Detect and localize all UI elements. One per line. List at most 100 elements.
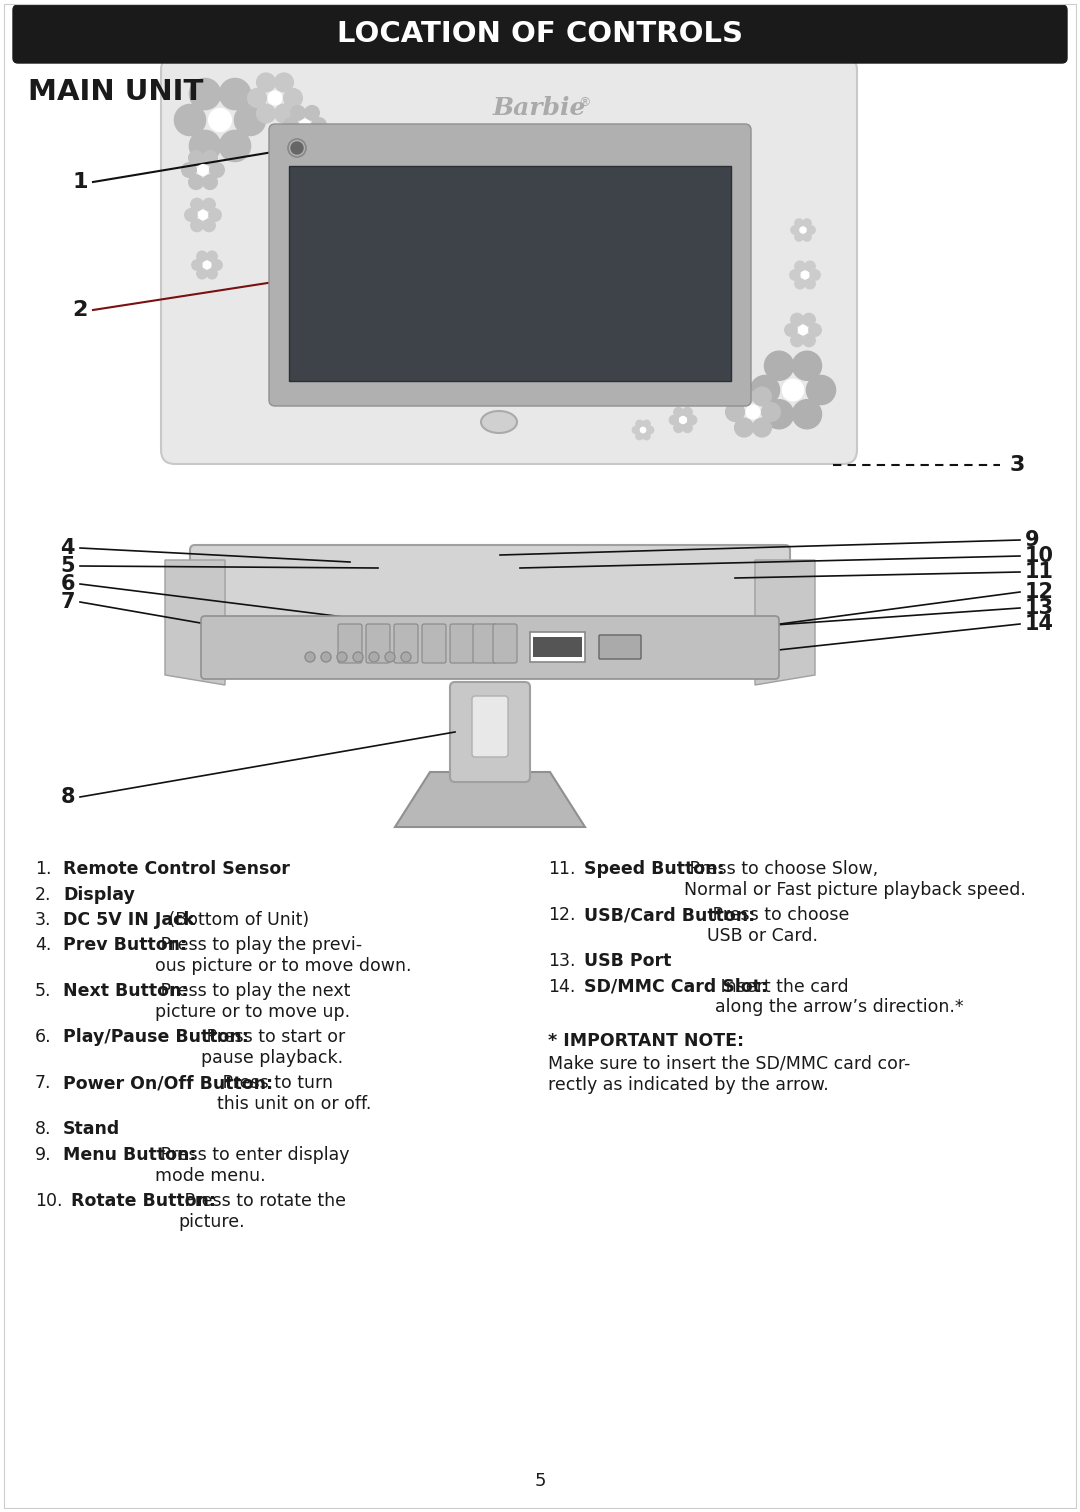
Text: (Bottom of Unit): (Bottom of Unit) bbox=[163, 912, 309, 928]
Circle shape bbox=[643, 432, 650, 440]
Bar bbox=[289, 166, 731, 381]
FancyBboxPatch shape bbox=[201, 615, 779, 679]
Text: 9: 9 bbox=[1025, 531, 1040, 550]
Circle shape bbox=[753, 419, 771, 437]
Text: Display: Display bbox=[63, 886, 135, 904]
Circle shape bbox=[337, 652, 347, 662]
Text: Menu Button:: Menu Button: bbox=[63, 1146, 197, 1164]
Text: Prev Button:: Prev Button: bbox=[63, 936, 187, 954]
Circle shape bbox=[203, 175, 217, 189]
Circle shape bbox=[805, 262, 815, 272]
Circle shape bbox=[212, 260, 222, 271]
Text: 7: 7 bbox=[60, 593, 75, 612]
Circle shape bbox=[765, 399, 794, 429]
Text: Next Button:: Next Button: bbox=[63, 983, 189, 1001]
Circle shape bbox=[636, 432, 644, 440]
Circle shape bbox=[746, 405, 760, 419]
Text: Press to choose Slow,
Normal or Fast picture playback speed.: Press to choose Slow, Normal or Fast pic… bbox=[684, 860, 1026, 898]
Text: MAIN UNIT: MAIN UNIT bbox=[28, 79, 203, 106]
Text: Remote Control Sensor: Remote Control Sensor bbox=[63, 860, 289, 878]
Circle shape bbox=[800, 227, 806, 233]
FancyBboxPatch shape bbox=[161, 56, 858, 464]
Circle shape bbox=[274, 104, 294, 122]
Circle shape bbox=[714, 366, 728, 380]
Text: Power On/Off Button:: Power On/Off Button: bbox=[63, 1075, 273, 1093]
Text: 6: 6 bbox=[60, 575, 75, 594]
FancyBboxPatch shape bbox=[473, 624, 497, 662]
Text: 8.: 8. bbox=[35, 1120, 52, 1139]
Circle shape bbox=[734, 419, 754, 437]
FancyBboxPatch shape bbox=[472, 696, 508, 758]
Circle shape bbox=[203, 219, 215, 231]
Circle shape bbox=[674, 423, 684, 432]
Text: 4: 4 bbox=[60, 538, 75, 558]
Text: USB Port: USB Port bbox=[584, 953, 672, 971]
Circle shape bbox=[189, 79, 220, 109]
Circle shape bbox=[726, 402, 744, 422]
Text: ®: ® bbox=[578, 97, 591, 109]
Text: Press to choose
USB or Card.: Press to choose USB or Card. bbox=[707, 906, 849, 945]
Circle shape bbox=[683, 408, 692, 417]
FancyBboxPatch shape bbox=[450, 682, 530, 782]
Text: Press to start or
pause playback.: Press to start or pause playback. bbox=[201, 1028, 346, 1067]
Polygon shape bbox=[395, 773, 585, 827]
Circle shape bbox=[219, 79, 251, 109]
Text: USB/Card Button:: USB/Card Button: bbox=[584, 906, 755, 924]
FancyBboxPatch shape bbox=[190, 544, 789, 635]
Text: 13.: 13. bbox=[548, 953, 576, 971]
FancyBboxPatch shape bbox=[422, 624, 446, 662]
Text: 5: 5 bbox=[535, 1473, 545, 1489]
Circle shape bbox=[801, 271, 809, 278]
Text: 2.: 2. bbox=[35, 886, 52, 904]
Text: 7.: 7. bbox=[35, 1075, 52, 1093]
Circle shape bbox=[210, 163, 225, 177]
Text: Press to enter display
mode menu.: Press to enter display mode menu. bbox=[156, 1146, 350, 1185]
Circle shape bbox=[795, 219, 804, 227]
Text: Rotate Button:: Rotate Button: bbox=[71, 1191, 216, 1210]
Circle shape bbox=[765, 351, 794, 381]
Text: Make sure to insert the SD/MMC card cor-
rectly as indicated by the arrow.: Make sure to insert the SD/MMC card cor-… bbox=[548, 1055, 910, 1093]
Circle shape bbox=[369, 652, 379, 662]
Text: Insert the card
along the arrow’s direction.*: Insert the card along the arrow’s direct… bbox=[715, 977, 963, 1016]
FancyBboxPatch shape bbox=[450, 624, 474, 662]
Circle shape bbox=[189, 151, 203, 165]
Circle shape bbox=[189, 130, 220, 162]
Text: Press to rotate the
picture.: Press to rotate the picture. bbox=[178, 1191, 346, 1231]
Text: 6.: 6. bbox=[35, 1028, 52, 1046]
Circle shape bbox=[795, 233, 804, 240]
Circle shape bbox=[793, 399, 822, 429]
Text: 1.: 1. bbox=[35, 860, 52, 878]
Circle shape bbox=[198, 165, 208, 175]
Circle shape bbox=[753, 387, 771, 405]
Text: 5.: 5. bbox=[35, 983, 52, 1001]
Circle shape bbox=[291, 106, 306, 119]
Circle shape bbox=[687, 416, 697, 425]
Circle shape bbox=[785, 324, 797, 336]
Text: 4.: 4. bbox=[35, 936, 52, 954]
Circle shape bbox=[789, 269, 800, 280]
Circle shape bbox=[791, 334, 804, 346]
Circle shape bbox=[809, 324, 821, 336]
Text: * IMPORTANT NOTE:: * IMPORTANT NOTE: bbox=[548, 1031, 744, 1049]
Circle shape bbox=[192, 260, 202, 271]
Ellipse shape bbox=[481, 411, 517, 432]
Circle shape bbox=[805, 278, 815, 289]
Circle shape bbox=[810, 269, 820, 280]
Circle shape bbox=[791, 225, 799, 234]
FancyBboxPatch shape bbox=[13, 5, 1067, 64]
FancyBboxPatch shape bbox=[599, 635, 642, 659]
Text: 10: 10 bbox=[1025, 546, 1054, 565]
Text: 14: 14 bbox=[1025, 614, 1054, 634]
Circle shape bbox=[802, 233, 811, 240]
Circle shape bbox=[802, 219, 811, 227]
Circle shape bbox=[299, 119, 310, 130]
Circle shape bbox=[798, 325, 808, 334]
Circle shape bbox=[284, 89, 302, 107]
Circle shape bbox=[751, 375, 780, 405]
Circle shape bbox=[247, 89, 267, 107]
Circle shape bbox=[714, 390, 728, 404]
Text: 9.: 9. bbox=[35, 1146, 52, 1164]
Circle shape bbox=[353, 652, 363, 662]
Circle shape bbox=[203, 262, 211, 269]
Text: Play/Pause Button:: Play/Pause Button: bbox=[63, 1028, 248, 1046]
